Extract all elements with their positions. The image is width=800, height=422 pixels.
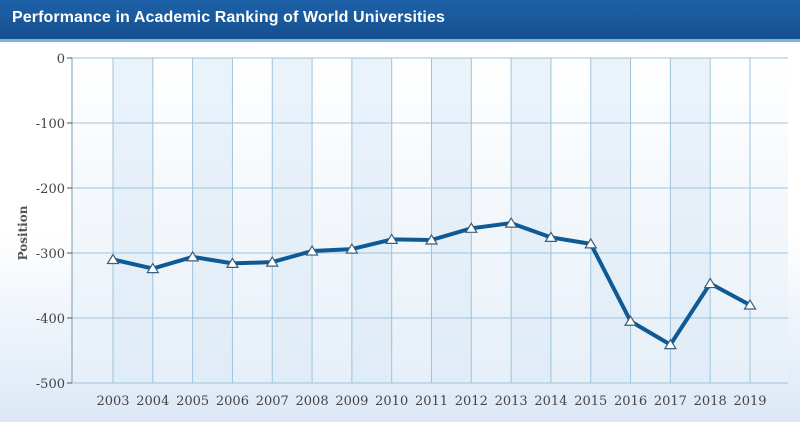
x-tick-label: 2005	[176, 394, 209, 409]
x-tick-label: 2012	[455, 394, 488, 409]
y-tick-label: -500	[36, 377, 65, 392]
chart-title: Performance in Academic Ranking of World…	[12, 9, 445, 26]
data-point-2013	[504, 216, 518, 228]
plot-band	[511, 58, 551, 383]
data-point-2009	[345, 242, 359, 254]
x-tick-label: 2019	[733, 394, 766, 409]
data-point-2017	[663, 338, 677, 350]
data-point-2016	[623, 315, 638, 326]
data-point-2003	[106, 253, 120, 265]
data-point-2006	[225, 257, 240, 268]
x-tick-label: 2016	[614, 394, 647, 409]
plot-band	[590, 58, 631, 383]
plot-area	[72, 58, 788, 383]
x-tick-label: 2010	[375, 394, 408, 409]
y-tick-label: -300	[36, 247, 65, 262]
data-point-2005	[186, 250, 200, 262]
data-point-2012	[464, 222, 478, 233]
data-point-2011	[424, 233, 439, 245]
data-point-2019	[743, 298, 757, 310]
line-chart: 0 -100 -200 -300 -400 -500 2003 2004 2005 2006 20…	[16, 52, 788, 409]
x-tick-label: 2013	[495, 394, 528, 409]
plot-band	[670, 58, 711, 383]
y-tick-label: -400	[36, 312, 65, 327]
x-tick-label: 2006	[216, 394, 249, 409]
data-point-2010	[385, 233, 399, 244]
x-tick-label: 2007	[256, 394, 289, 409]
plot-band	[113, 58, 153, 383]
y-axis-label: Position	[16, 205, 30, 260]
x-tick-label: 2014	[534, 394, 567, 409]
data-point-2018	[703, 277, 717, 289]
data-point-2004	[146, 262, 160, 274]
y-tick-label: -100	[36, 117, 65, 132]
x-tick-label: 2009	[335, 394, 368, 409]
plot-band	[351, 58, 392, 383]
x-tick-label: 2003	[96, 394, 129, 409]
plot-band	[192, 58, 233, 383]
x-tick-label: 2011	[415, 394, 448, 409]
chart-header: Performance in Academic Ranking of World…	[0, 0, 800, 42]
data-point-2008	[305, 244, 319, 256]
y-tick-label: -200	[36, 182, 65, 197]
y-tick-label: 0	[57, 52, 65, 67]
x-tick-label: 2008	[296, 394, 329, 409]
x-tick-label: 2017	[654, 394, 687, 409]
x-tick-label: 2004	[136, 394, 169, 409]
data-point-2015	[584, 237, 598, 249]
plot-band	[272, 58, 313, 383]
data-point-2007	[265, 255, 279, 267]
x-tick-label: 2018	[694, 394, 727, 409]
x-tick-label: 2015	[574, 394, 607, 409]
plot-band	[431, 58, 472, 383]
data-point-2014	[544, 231, 558, 242]
